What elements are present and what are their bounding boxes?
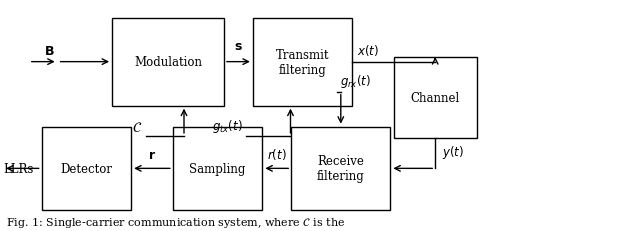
Text: $x(t)$: $x(t)$	[357, 43, 379, 58]
Text: $y(t)$: $y(t)$	[442, 143, 463, 160]
Bar	[394, 58, 477, 139]
Bar	[42, 127, 131, 210]
Text: $\mathcal{C}$: $\mathcal{C}$	[132, 120, 142, 134]
Text: $\mathbf{r}$: $\mathbf{r}$	[148, 149, 156, 162]
Text: Modulation: Modulation	[134, 56, 202, 69]
Text: Transmit
filtering: Transmit filtering	[276, 49, 329, 76]
Bar	[112, 18, 224, 106]
Text: LLRs: LLRs	[3, 162, 33, 175]
Text: Sampling: Sampling	[189, 162, 246, 175]
Text: $\mathbf{B}$: $\mathbf{B}$	[44, 45, 54, 58]
Text: $g_{tx}(t)$: $g_{tx}(t)$	[212, 117, 243, 134]
Text: $r(t)$: $r(t)$	[267, 147, 287, 162]
Bar	[173, 127, 262, 210]
Text: Fig. 1: Single-carrier communication system, where $\mathcal{C}$ is the: Fig. 1: Single-carrier communication sys…	[6, 215, 346, 229]
Text: $g_{rx}(t)$: $g_{rx}(t)$	[340, 73, 371, 90]
Text: Channel: Channel	[411, 92, 460, 105]
Bar	[253, 18, 352, 106]
Text: Receive
filtering: Receive filtering	[317, 155, 365, 182]
Bar	[291, 127, 390, 210]
Text: Detector: Detector	[60, 162, 113, 175]
Text: $\mathbf{s}$: $\mathbf{s}$	[234, 40, 243, 53]
